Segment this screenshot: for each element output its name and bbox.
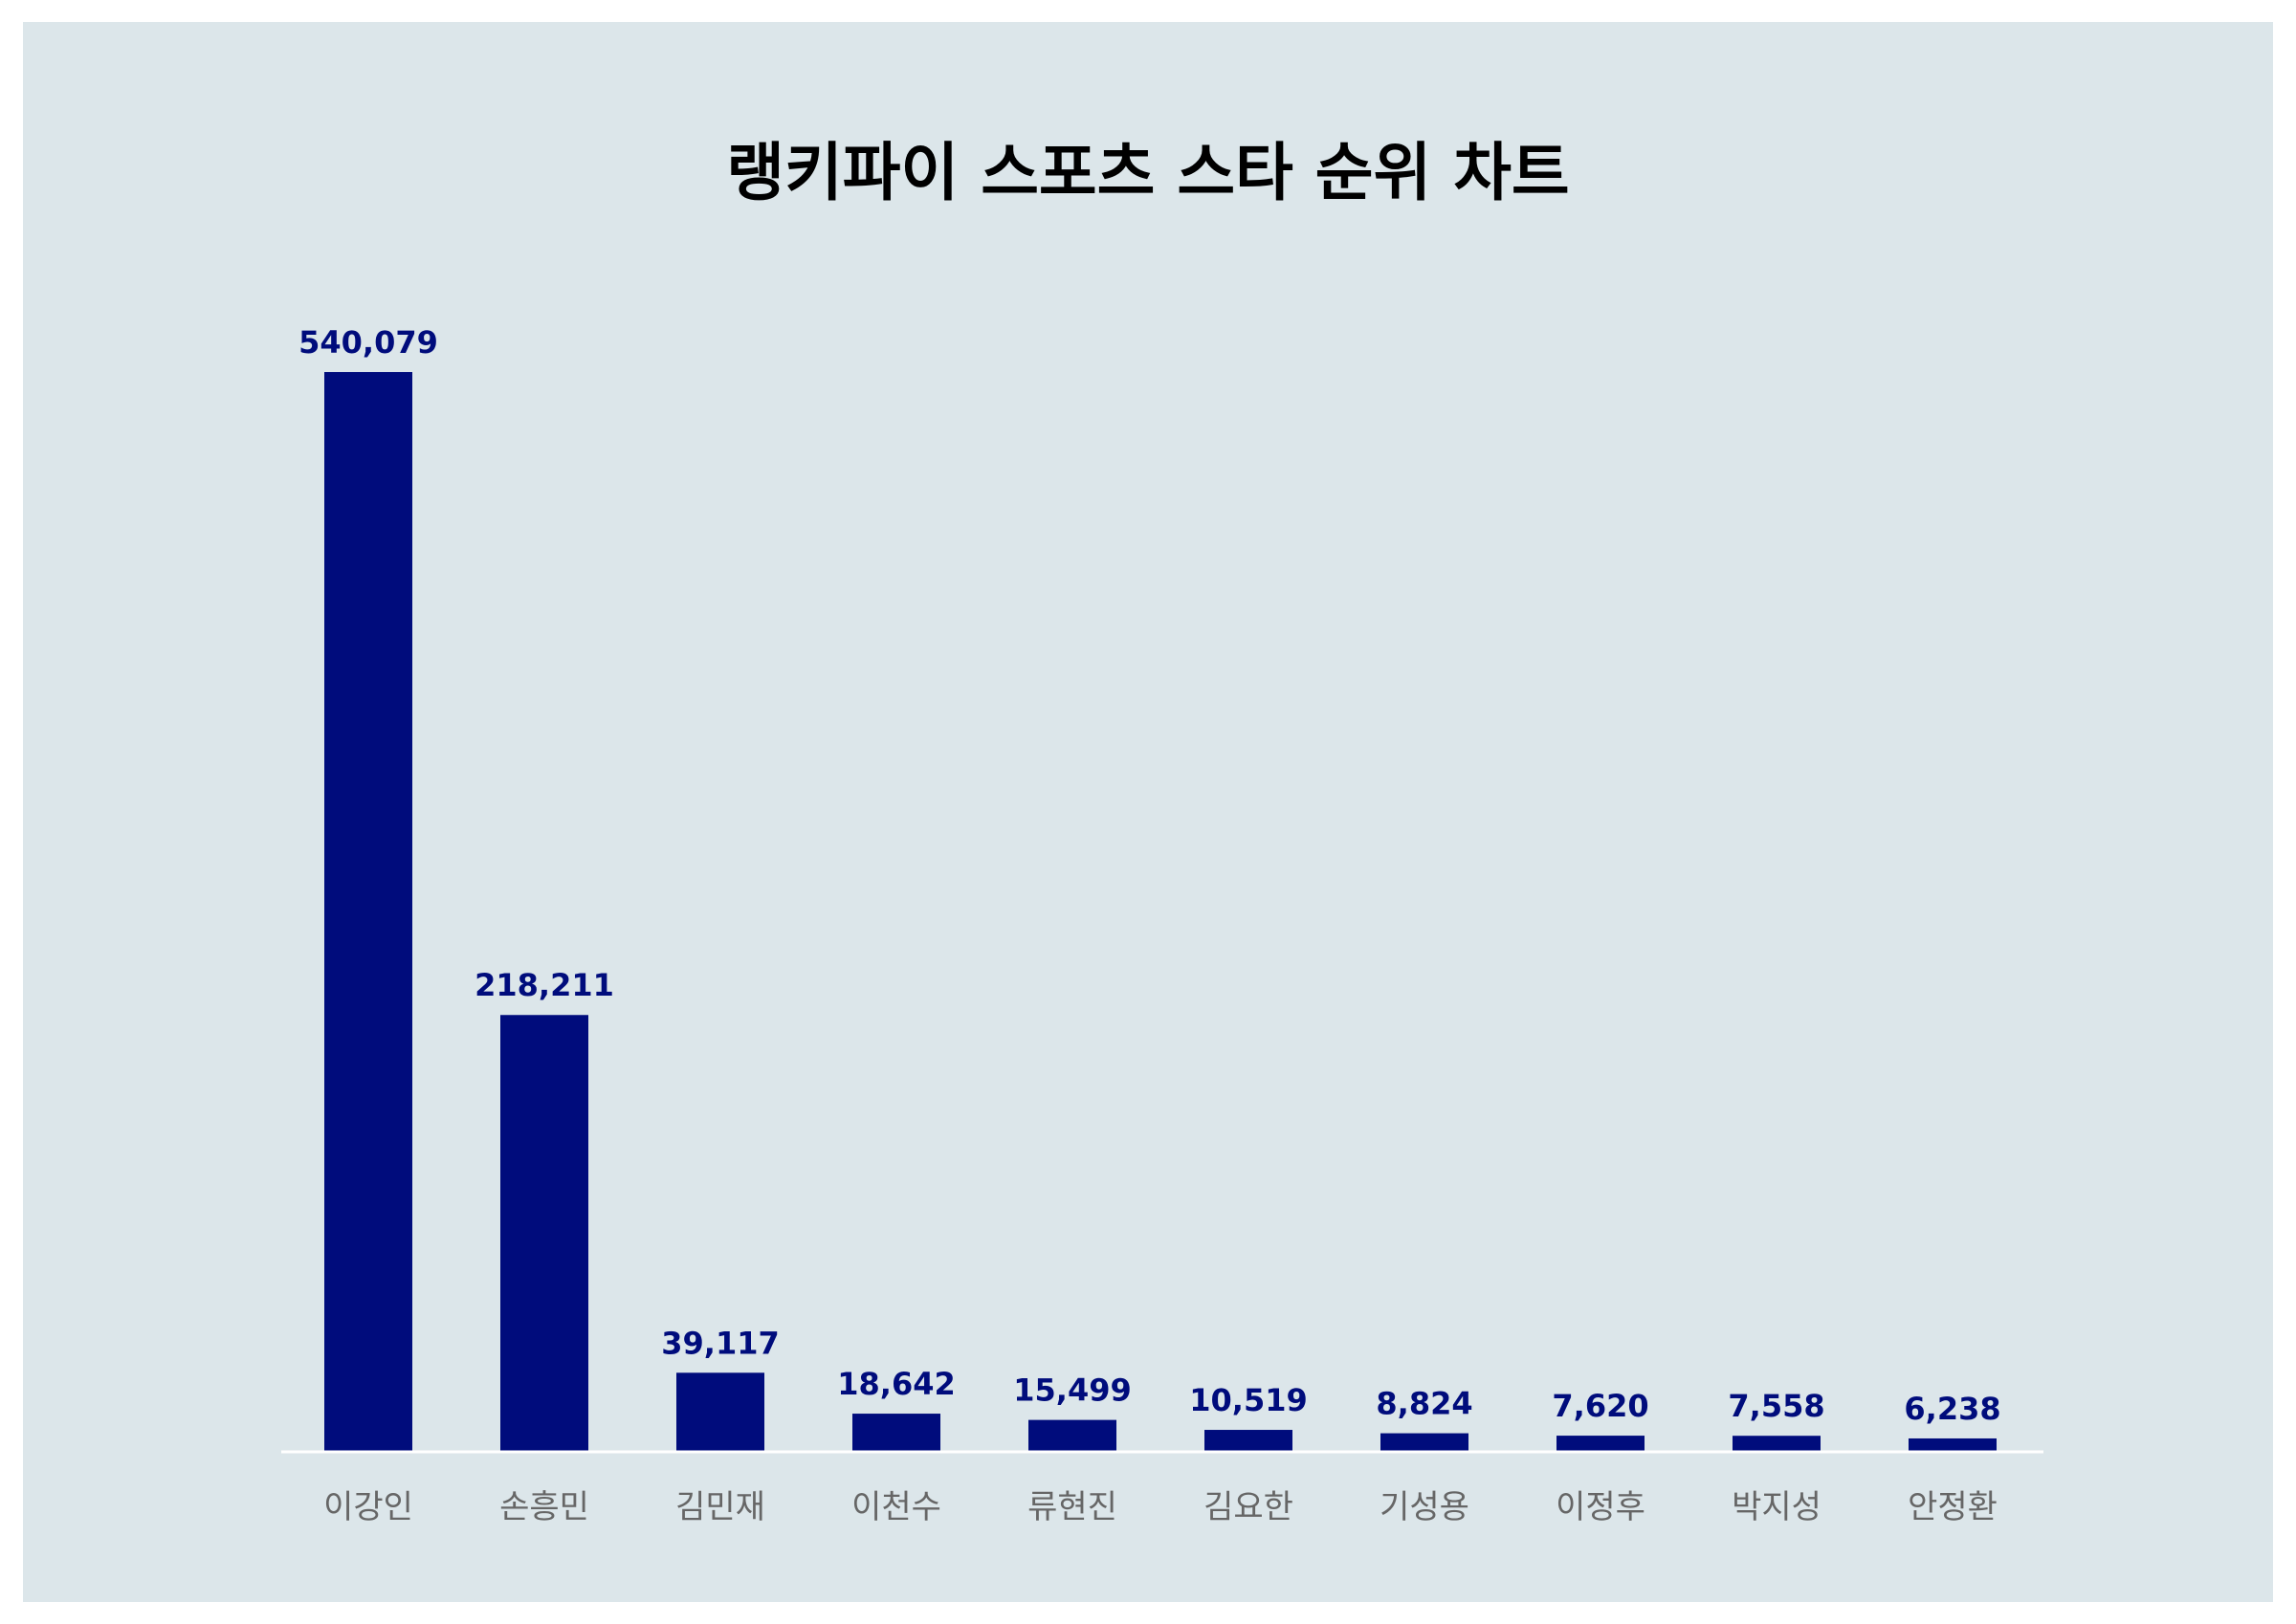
bar-6: [1204, 1430, 1292, 1451]
category-label-5: 류현진: [1027, 1488, 1117, 1526]
bars-layer: [324, 372, 1997, 1451]
value-label-3: 39,117: [661, 1325, 779, 1361]
category-labels-layer: 이강인 손흥민 김민재 이천수 류현진 김요한 기성용 이정후 박지성 안정환: [323, 1488, 1998, 1526]
category-label-10: 안정환: [1908, 1488, 1998, 1526]
category-label-1: 이강인: [323, 1488, 413, 1526]
category-label-7: 기성용: [1380, 1488, 1469, 1526]
value-label-10: 6,238: [1904, 1391, 2000, 1427]
category-label-6: 김요한: [1203, 1488, 1293, 1526]
value-labels-layer: 540,079 218,211 39,117 18,642 15,499 10,519 8,…: [298, 324, 2000, 1427]
bar-7: [1380, 1433, 1468, 1451]
bar-chart: 540,079 218,211 39,117 18,642 15,499 10,519 8,…: [281, 324, 2043, 1526]
value-label-4: 18,642: [837, 1366, 955, 1402]
bar-9: [1733, 1436, 1821, 1451]
category-label-8: 이정후: [1556, 1488, 1645, 1526]
value-label-1: 540,079: [298, 324, 438, 361]
value-label-5: 15,499: [1013, 1372, 1131, 1409]
category-label-3: 김민재: [675, 1488, 765, 1526]
category-label-4: 이천수: [851, 1488, 941, 1526]
bar-2: [500, 1015, 588, 1451]
value-label-6: 10,519: [1189, 1382, 1307, 1418]
bar-4: [852, 1414, 940, 1451]
chart-panel: 랭키파이 스포츠 스타 순위 차트 540,079 218,211 39,117 18…: [23, 22, 2273, 1602]
value-label-8: 7,620: [1552, 1388, 1648, 1424]
chart-title: 랭키파이 스포츠 스타 순위 차트: [726, 136, 1570, 209]
bar-10: [1909, 1437, 1997, 1451]
value-label-2: 218,211: [475, 967, 614, 1003]
value-label-9: 7,558: [1728, 1388, 1824, 1424]
bar-8: [1556, 1436, 1645, 1451]
category-label-2: 손흥민: [499, 1488, 589, 1526]
bar-5: [1028, 1419, 1116, 1451]
category-label-9: 박지성: [1732, 1488, 1821, 1526]
bar-3: [676, 1372, 764, 1451]
value-label-7: 8,824: [1376, 1386, 1472, 1422]
bar-1: [324, 372, 412, 1451]
